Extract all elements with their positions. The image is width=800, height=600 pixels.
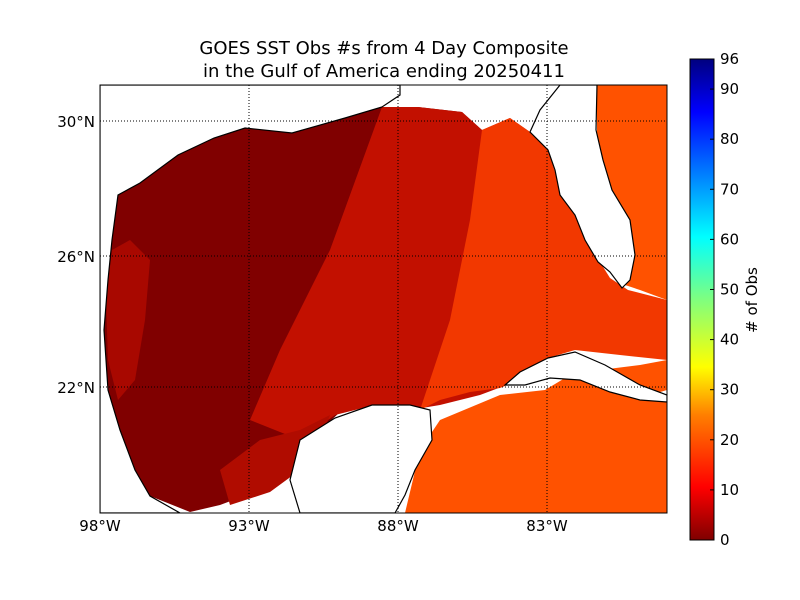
map-title-line-1: GOES SST Obs #s from 4 Day Composite — [199, 38, 569, 59]
colorbar-tick-label: 50 — [720, 280, 739, 298]
bay-of-campeche-water — [220, 415, 330, 505]
map-frame — [99, 84, 668, 514]
lon-label-93w: 93°W — [228, 517, 270, 535]
lat-label-30n: 30°N — [57, 113, 95, 131]
colorbar-tick-label: 70 — [720, 180, 739, 198]
florida-peninsula — [529, 85, 636, 289]
lat-label-26n: 26°N — [57, 248, 95, 266]
mexico-coast-land — [100, 85, 401, 513]
lon-label-83w: 83°W — [526, 517, 568, 535]
lon-label-88w: 88°W — [377, 517, 419, 535]
colorbar-tick-label: 0 — [720, 531, 730, 549]
western-shelf-water — [106, 240, 150, 400]
colorbar-ticks: 0 10 20 30 40 50 60 70 80 90 96 — [710, 50, 739, 549]
map-area — [100, 85, 667, 513]
colorbar-label: # of Obs — [743, 267, 761, 333]
colorbar-tick-label: 20 — [720, 431, 739, 449]
colorbar-tick-label: 80 — [720, 130, 739, 148]
colorbar-tick-label: 90 — [720, 80, 739, 98]
colorbar-tick-label: 96 — [720, 50, 739, 68]
lon-label-98w: 98°W — [79, 517, 121, 535]
colorbar-tick-label: 60 — [720, 230, 739, 248]
cuba — [503, 351, 667, 403]
graticule — [100, 85, 667, 513]
colorbar-tick-label: 40 — [720, 331, 739, 349]
yucatan-peninsula — [289, 404, 433, 513]
colorbar-tick-label: 30 — [720, 381, 739, 399]
colorbar-tick-label: 10 — [720, 481, 739, 499]
colorbar — [689, 58, 715, 541]
gulf-water-eastern — [420, 118, 667, 410]
lat-label-22n: 22°N — [57, 379, 95, 397]
map-title-line-2: in the Gulf of America ending 20250411 — [203, 61, 565, 82]
